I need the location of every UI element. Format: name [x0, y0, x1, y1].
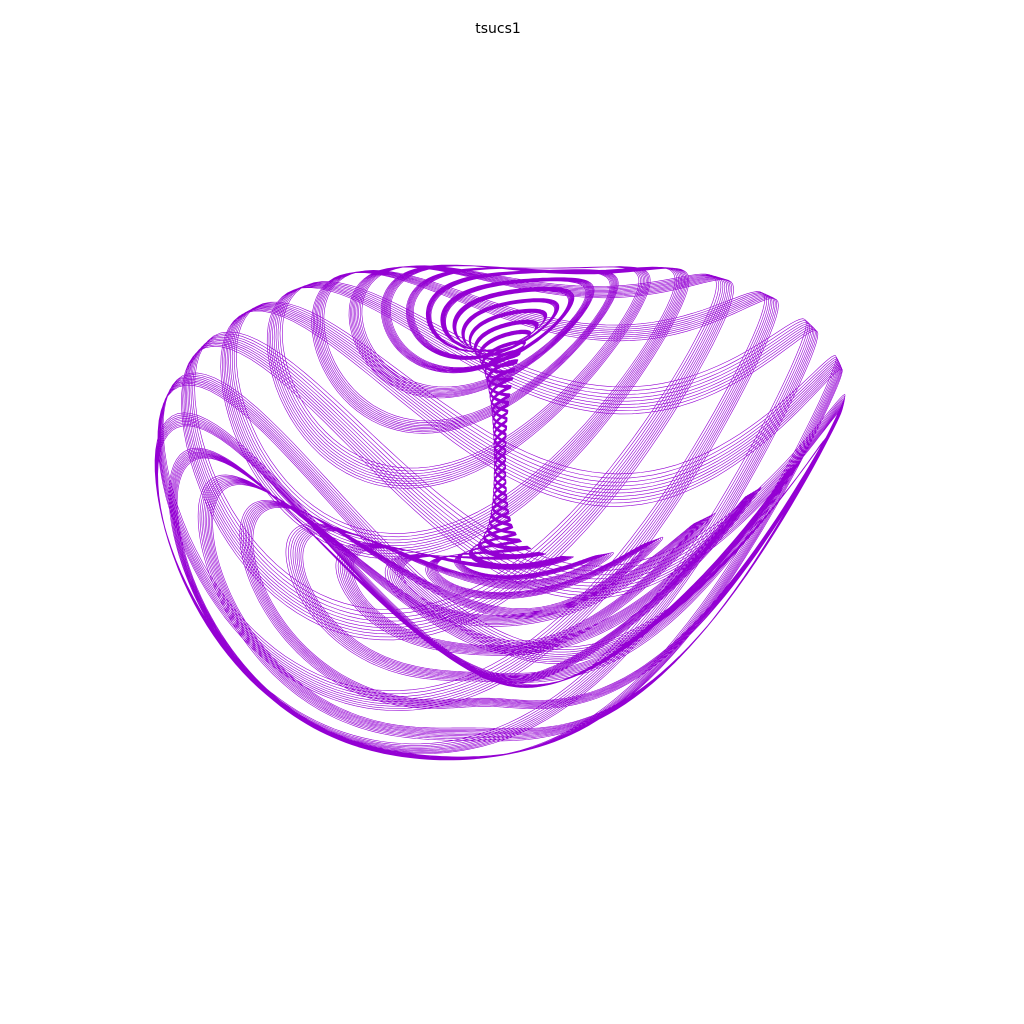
- attractor-curve: [154, 264, 846, 761]
- plot-title: tsucs1: [475, 21, 521, 37]
